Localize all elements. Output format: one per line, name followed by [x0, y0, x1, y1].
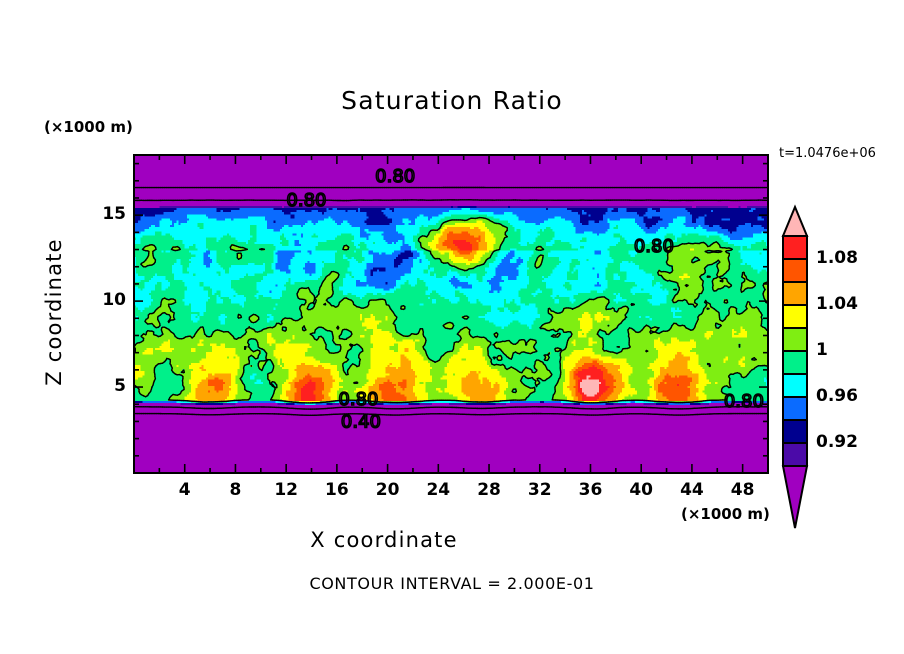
x-axis-units-label: (×1000 m) [681, 505, 770, 523]
contour-label: 0.80 [338, 389, 378, 410]
x-tick-label-6: 28 [477, 480, 501, 500]
x-tick-label-8: 36 [578, 480, 603, 500]
colorbar-label-2: 1 [816, 340, 828, 360]
x-tick-label-11: 48 [730, 480, 755, 500]
x-tick-label-10: 44 [680, 480, 704, 500]
contour-label: 0.40 [341, 412, 381, 433]
colorbar-label-1: 1.04 [816, 294, 858, 314]
z-axis-units-label: (×1000 m) [44, 118, 133, 136]
z-tick-label-1: 10 [102, 290, 126, 311]
colorbar-label-3: 0.96 [816, 386, 858, 406]
x-tick-label-0: 4 [178, 480, 191, 500]
colorbar-label-0: 1.08 [816, 248, 858, 268]
x-tick-label-5: 24 [426, 480, 451, 500]
colorbar-label-4: 0.92 [816, 432, 858, 452]
chart-title: Saturation Ratio [341, 86, 563, 115]
x-tick-label-1: 8 [229, 480, 242, 500]
x-tick-label-4: 20 [375, 480, 400, 500]
z-tick-label-2: 15 [102, 204, 126, 225]
contour-label: 0.80 [286, 190, 326, 211]
contour-label: 0.80 [634, 236, 674, 257]
timestamp-label: t=1.0476e+06 [779, 146, 876, 161]
z-tick-label-0: 5 [114, 376, 126, 397]
x-tick-label-7: 32 [527, 480, 552, 500]
contour-label: 0.80 [375, 166, 415, 187]
contour-interval-caption: CONTOUR INTERVAL = 2.000E-01 [309, 574, 595, 593]
x-tick-label-3: 16 [325, 480, 349, 500]
x-tick-label-2: 12 [274, 480, 298, 500]
x-axis-title: X coordinate [310, 528, 458, 552]
x-tick-label-9: 40 [629, 480, 654, 500]
contour-label: 0.80 [724, 391, 764, 412]
